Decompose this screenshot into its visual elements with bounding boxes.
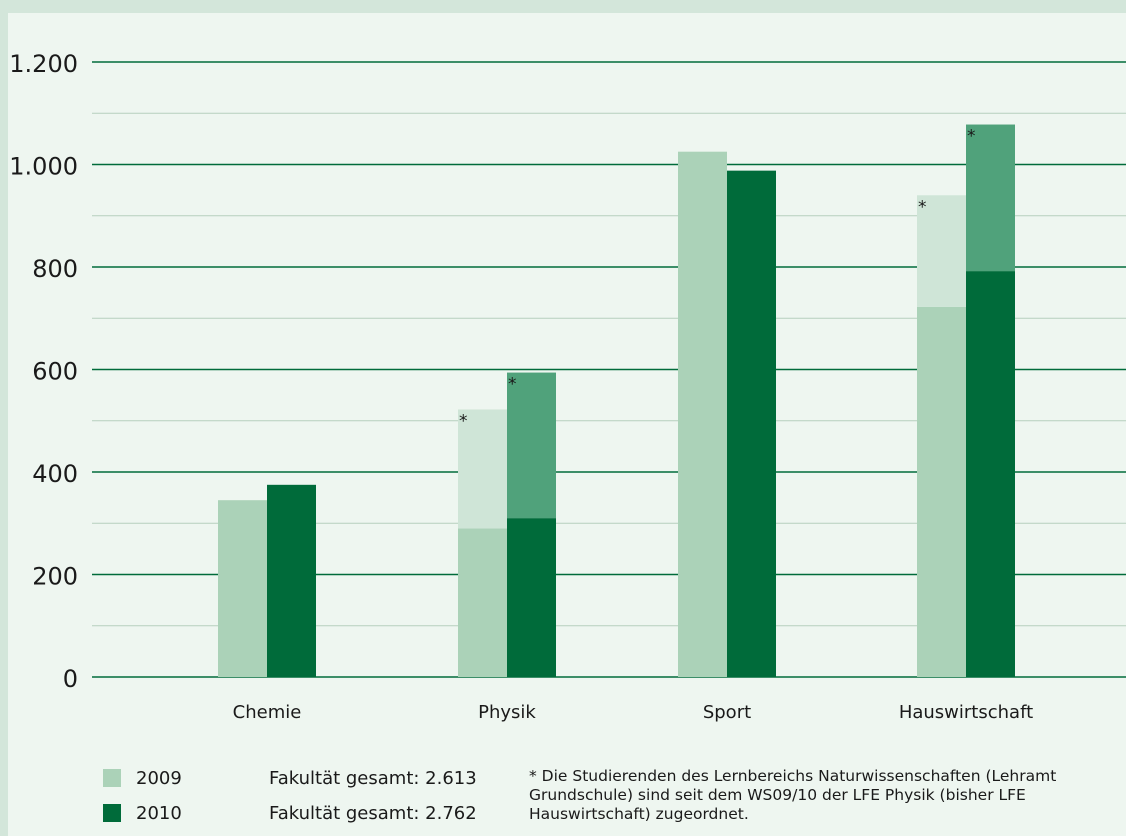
y-tick-label: 0: [63, 665, 78, 693]
legend-label-2009: 2009: [136, 767, 182, 789]
legend-label-2010: 2010: [136, 802, 182, 824]
bar-2009-sport: [678, 151, 727, 677]
footnote: * Die Studierenden des Lernbereichs Natu…: [529, 767, 1057, 823]
legend-swatch-2009: [103, 769, 121, 787]
bar-added-2010-physik: [507, 372, 556, 519]
legend-item-2010: 2010 Fakultät gesamt: 2.762: [103, 801, 477, 825]
bar-2009-hauswirtschaft: [917, 306, 966, 677]
y-tick-label: 400: [32, 460, 78, 488]
legend-item-2009: 2009 Fakultät gesamt: 2.613: [103, 766, 477, 790]
bar-added-2009-physik: [458, 409, 507, 529]
bar-2009-chemie: [218, 500, 267, 677]
y-tick-label: 1.200: [9, 50, 78, 78]
x-tick-label: Sport: [703, 702, 751, 723]
chart-panel: 0 200 400 600 800 1.000 1.200 Chemie * * Physik Spo…: [8, 13, 1126, 836]
bar-2009-physik: [458, 528, 507, 677]
bar-2010-hauswirtschaft: [966, 271, 1015, 677]
legend-swatch-2010: [103, 804, 121, 822]
asterisk-marker: *: [459, 411, 468, 431]
y-tick-label: 200: [32, 563, 78, 591]
bar-2010-chemie: [267, 484, 316, 677]
bar-2010-sport: [727, 170, 776, 677]
bar-chart: 0 200 400 600 800 1.000 1.200 Chemie * * Physik Spo…: [9, 50, 1126, 723]
asterisk-marker: *: [967, 127, 976, 147]
y-tick-label: 800: [32, 255, 78, 283]
legend-total-2010: Fakultät gesamt: 2.762: [269, 802, 477, 824]
asterisk-marker: *: [508, 375, 517, 395]
x-tick-label: Hauswirtschaft: [899, 702, 1033, 723]
y-tick-label: 600: [32, 358, 78, 386]
x-tick-label: Chemie: [233, 702, 302, 723]
asterisk-marker: *: [918, 197, 927, 217]
bar-2010-physik: [507, 518, 556, 677]
legend-total-2009: Fakultät gesamt: 2.613: [269, 767, 477, 789]
bar-added-2010-hauswirtschaft: [966, 124, 1015, 272]
y-tick-label: 1.000: [9, 153, 78, 181]
bar-added-2009-hauswirtschaft: [917, 195, 966, 307]
x-tick-label: Physik: [478, 702, 536, 723]
